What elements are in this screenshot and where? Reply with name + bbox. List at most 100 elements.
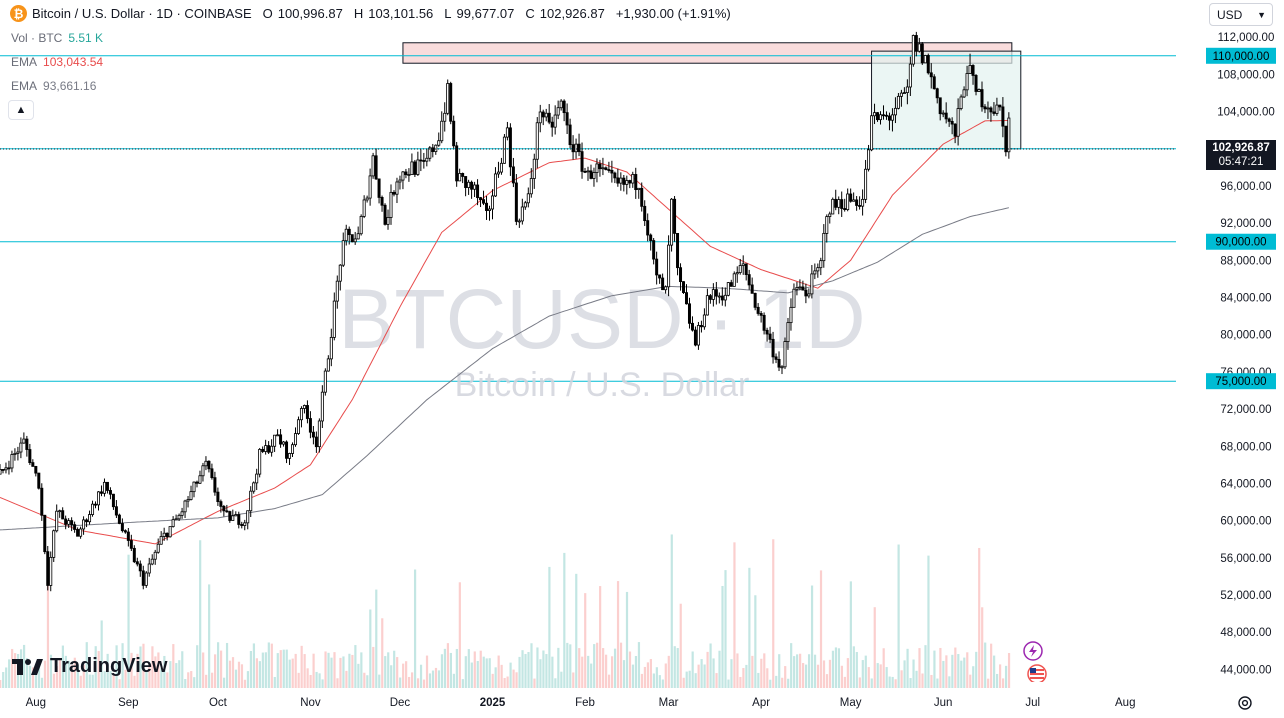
volume-bar [46, 569, 50, 688]
tradingview-logo[interactable]: TradingView [12, 655, 167, 678]
volume-bar [864, 655, 867, 688]
candle-body [792, 288, 796, 308]
candle-body [604, 167, 608, 170]
volume-bar [876, 663, 879, 688]
volume-bar [554, 678, 557, 688]
volume-bar [715, 673, 718, 688]
candle-body [389, 191, 393, 218]
time-axis[interactable]: Aug Sep Oct Nov Dec 2025 Feb Mar Apr May Jun Jul Aug [0, 688, 1284, 718]
volume-bar [996, 673, 999, 688]
hline-price-label-bg [1206, 373, 1276, 390]
candle-body [222, 506, 226, 512]
volume-bar [306, 668, 309, 688]
candle-body [428, 147, 432, 159]
price-tick-label: 72,000.00 [1220, 404, 1271, 416]
candle-body [765, 329, 769, 335]
volume-bar [121, 643, 124, 688]
candle-body [46, 551, 50, 586]
volume-bar [628, 651, 632, 688]
candle-body [568, 124, 572, 146]
volume-bar [324, 651, 327, 688]
candle-body [610, 169, 614, 174]
volume-bar [94, 646, 97, 688]
volume-bar [924, 645, 927, 688]
candle-body [768, 333, 772, 340]
price-tick-label: 68,000.00 [1220, 441, 1271, 453]
candle-body [413, 161, 417, 175]
candle-body [270, 445, 274, 453]
collapse-legend-button[interactable]: ▲ [8, 100, 34, 120]
volume-bar [945, 655, 948, 688]
candle-body [386, 217, 390, 225]
volume-bar [160, 668, 163, 688]
events-icons[interactable] [1020, 640, 1050, 682]
candle-body [365, 197, 369, 201]
candle-body [246, 510, 250, 524]
volume-bar [610, 656, 614, 688]
volume-bar [998, 664, 1002, 688]
ema-fast-indicator[interactable]: EMA 103,043.54 [11, 55, 103, 69]
candle-body [780, 366, 784, 369]
volume-bar [479, 650, 482, 688]
candle-body [171, 519, 175, 527]
candle-body [67, 520, 71, 525]
volume-bar [219, 650, 223, 688]
candle-body [279, 434, 283, 445]
ema-lines [0, 120, 1010, 545]
candle-body [198, 475, 202, 484]
gear-icon[interactable] [1236, 694, 1254, 712]
volume-bar [64, 655, 67, 688]
candle-body [362, 199, 366, 217]
candle-body [264, 445, 268, 452]
candle-body [535, 122, 539, 160]
volume-bar [581, 656, 584, 688]
candle-body [395, 181, 399, 195]
candle-body [998, 104, 1002, 108]
volume-bar [593, 644, 596, 688]
candle-body [565, 112, 569, 126]
volume-bar [130, 652, 133, 688]
drawing-rectangles[interactable] [402, 42, 1022, 150]
volume-bar [109, 671, 112, 688]
candle-body [881, 114, 885, 117]
candle-body [502, 136, 506, 164]
candle-body [962, 89, 966, 98]
time-tick-label: Sep [118, 697, 138, 709]
candle-body [276, 434, 280, 437]
candle-body [834, 198, 838, 208]
volume-bar [443, 648, 447, 688]
candle-body [476, 184, 480, 199]
currency-select[interactable]: USD ▼ [1209, 3, 1273, 26]
volume-bar [993, 655, 996, 688]
volume-bar [390, 665, 393, 688]
candle-body [135, 561, 139, 565]
volume-bar [766, 668, 769, 688]
candle-body [864, 168, 868, 200]
candle-body [541, 111, 545, 118]
time-tick-label: Jun [934, 697, 953, 709]
volume-bar [793, 656, 796, 688]
volume-bar [336, 678, 339, 688]
volume-bar [590, 663, 593, 688]
volume-indicator[interactable]: Vol · BTC 5.51 K [11, 31, 103, 45]
volume-bar [936, 678, 939, 688]
volume-bar [273, 676, 276, 688]
symbol-title[interactable]: Bitcoin / U.S. Dollar · 1D · COINBASE [32, 6, 252, 21]
volume-bar [622, 660, 626, 688]
volume-bar [760, 658, 763, 688]
volume-bar [918, 648, 921, 688]
volume-bar [655, 667, 658, 688]
candle-body [201, 465, 205, 477]
price-axis[interactable]: 44,000.00 48,000.00 52,000.00 56,000.00 60,0… [1176, 0, 1284, 688]
candle-body [120, 523, 124, 532]
candle-body [237, 514, 241, 525]
ema-slow-indicator[interactable]: EMA 93,661.16 [11, 79, 96, 93]
candle-body [132, 547, 136, 563]
candle-body [4, 467, 8, 471]
candle-body [858, 205, 862, 207]
volume-bar [503, 677, 506, 688]
candle-body [177, 514, 181, 520]
candle-body [708, 295, 712, 300]
candle-body [777, 358, 781, 368]
